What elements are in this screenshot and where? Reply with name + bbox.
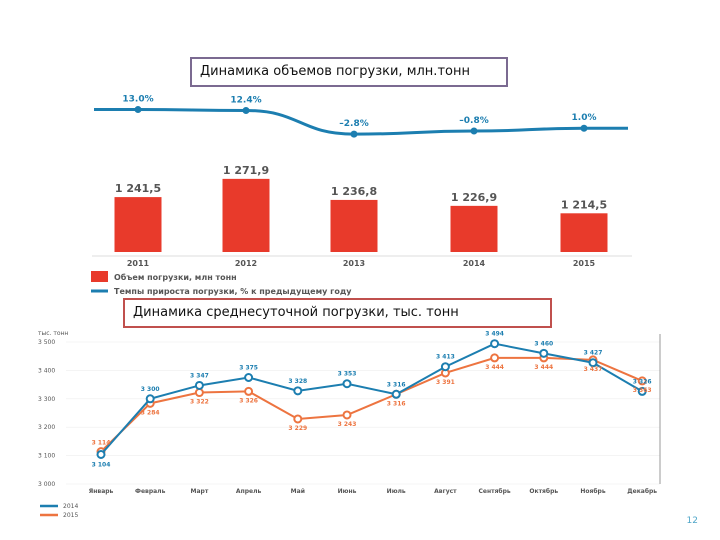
growth-rate-point-2012 (242, 106, 250, 114)
bar-2015 (560, 213, 608, 252)
bar-2012 (222, 178, 270, 252)
point-2015-Май (293, 414, 303, 424)
y-tick-3200: 3 200 (38, 424, 55, 431)
x-tick-2014: 2014 (463, 259, 486, 268)
line-2014 (100, 342, 643, 456)
point-2015-Декабрь (637, 376, 647, 386)
bar-label-2012: 1 271,9 (223, 164, 269, 177)
label-2015-Июнь: 3 243 (338, 421, 357, 428)
label-2015-Апрель: 3 326 (239, 397, 258, 404)
label-2014-Сентябрь: 3 494 (485, 331, 504, 338)
label-2014-Июль: 3 316 (387, 381, 406, 388)
point-2014-Ноябрь (588, 358, 598, 368)
point-2015-Сентябрь (490, 353, 500, 363)
point-2015-Июнь (342, 410, 352, 420)
bar-2013 (330, 199, 378, 252)
point-2014-Февраль (145, 394, 155, 404)
legend-bar-label: Объем погрузки, млн тонн (114, 272, 237, 282)
label-2014-Март: 3 347 (190, 372, 209, 379)
x-tick-Январь: Январь (89, 488, 114, 495)
label-2014-Май: 3 328 (288, 378, 307, 385)
point-2014-Март (194, 380, 204, 390)
label-2015-Сентябрь: 3 444 (485, 364, 504, 371)
growth-rate-label-2012: 12.4% (230, 95, 261, 105)
x-tick-Март: Март (191, 488, 209, 495)
point-2015-Апрель (244, 386, 254, 396)
point-2014-Апрель (244, 373, 254, 382)
label-2015-Октябрь: 3 444 (534, 364, 553, 371)
x-tick-Сентябрь: Сентябрь (478, 488, 510, 495)
growth-rate-label-2014: –0.8% (459, 116, 488, 126)
legend-rate-label: Темпы прироста погрузки, % к предыдущему… (114, 287, 352, 296)
x-tick-2013: 2013 (343, 259, 365, 268)
label-2015-Март: 3 322 (190, 399, 209, 406)
label-2015-Декабрь: 3 363 (633, 387, 652, 394)
y-tick-3400: 3 400 (38, 367, 55, 374)
label-2015-Май: 3 229 (288, 425, 307, 432)
x-tick-Август: Август (434, 488, 457, 495)
y-tick-3100: 3 100 (38, 453, 55, 460)
point-2015-Март (194, 388, 204, 398)
y-axis-title: тыс. тонн (38, 330, 68, 337)
point-2014-Декабрь (637, 386, 647, 396)
x-tick-2015: 2015 (573, 259, 596, 268)
y-tick-3300: 3 300 (38, 396, 55, 403)
label-2015-Январь: 3 114 (92, 440, 111, 447)
x-tick-Октябрь: Октябрь (529, 488, 558, 495)
legend-2015-label: 2015 (63, 512, 78, 519)
label-2014-Апрель: 3 375 (239, 365, 258, 372)
point-2014-Январь (96, 449, 106, 459)
bar-label-2015: 1 214,5 (561, 198, 607, 211)
legend-2014-label: 2014 (63, 503, 78, 510)
growth-rate-point-2013 (350, 130, 358, 138)
label-2015-Июль: 3 316 (387, 400, 406, 407)
legend-bar-swatch (91, 271, 108, 282)
label-2014-Июнь: 3 353 (338, 371, 357, 378)
growth-rate-point-2011 (134, 106, 142, 114)
y-tick-3000: 3 000 (38, 481, 55, 488)
label-2015-Февраль: 3 284 (141, 409, 160, 416)
label-2014-Август: 3 413 (436, 354, 455, 361)
bar-label-2011: 1 241,5 (115, 182, 161, 195)
point-2014-Сентябрь (490, 339, 500, 349)
bar-2014 (450, 205, 498, 252)
point-2014-Август (440, 362, 450, 372)
page-number: 12 (686, 516, 698, 526)
growth-rate-label-2015: 1.0% (572, 113, 597, 123)
label-2014-Февраль: 3 300 (141, 386, 160, 393)
label-2014-Декабрь: 3 326 (633, 378, 652, 385)
x-tick-Ноябрь: Ноябрь (580, 488, 605, 495)
chart1-title: Динамика объемов погрузки, млн.тонн (190, 57, 508, 87)
line-2015 (100, 356, 643, 453)
point-2014-Июль (391, 389, 401, 399)
label-2014-Октябрь: 3 460 (534, 340, 553, 347)
growth-rate-point-2014 (470, 127, 478, 135)
point-2014-Июнь (342, 379, 352, 389)
label-2015-Август: 3 391 (436, 379, 455, 386)
bar-2011 (114, 197, 162, 252)
bar-label-2013: 1 236,8 (331, 185, 377, 198)
x-tick-Апрель: Апрель (236, 488, 262, 495)
x-tick-2012: 2012 (235, 259, 257, 268)
label-2014-Ноябрь: 3 427 (584, 350, 603, 357)
x-tick-Июль: Июль (387, 488, 406, 495)
growth-rate-point-2015 (580, 124, 588, 132)
label-2015-Ноябрь: 3 437 (584, 366, 603, 373)
point-2014-Октябрь (539, 348, 549, 358)
growth-rate-label-2013: –2.8% (339, 119, 368, 129)
point-2014-Май (293, 386, 303, 396)
growth-rate-label-2011: 13.0% (122, 95, 153, 105)
bar-label-2014: 1 226,9 (451, 191, 497, 204)
x-tick-Июнь: Июнь (338, 488, 357, 495)
label-2014-Январь: 3 104 (92, 461, 111, 468)
x-tick-2011: 2011 (127, 259, 150, 268)
y-tick-3500: 3 500 (38, 339, 55, 346)
x-tick-Февраль: Февраль (135, 488, 166, 495)
x-tick-Декабрь: Декабрь (627, 488, 657, 495)
x-tick-Май: Май (291, 488, 305, 495)
chart2-title: Динамика среднесуточной погрузки, тыс. т… (123, 298, 552, 328)
